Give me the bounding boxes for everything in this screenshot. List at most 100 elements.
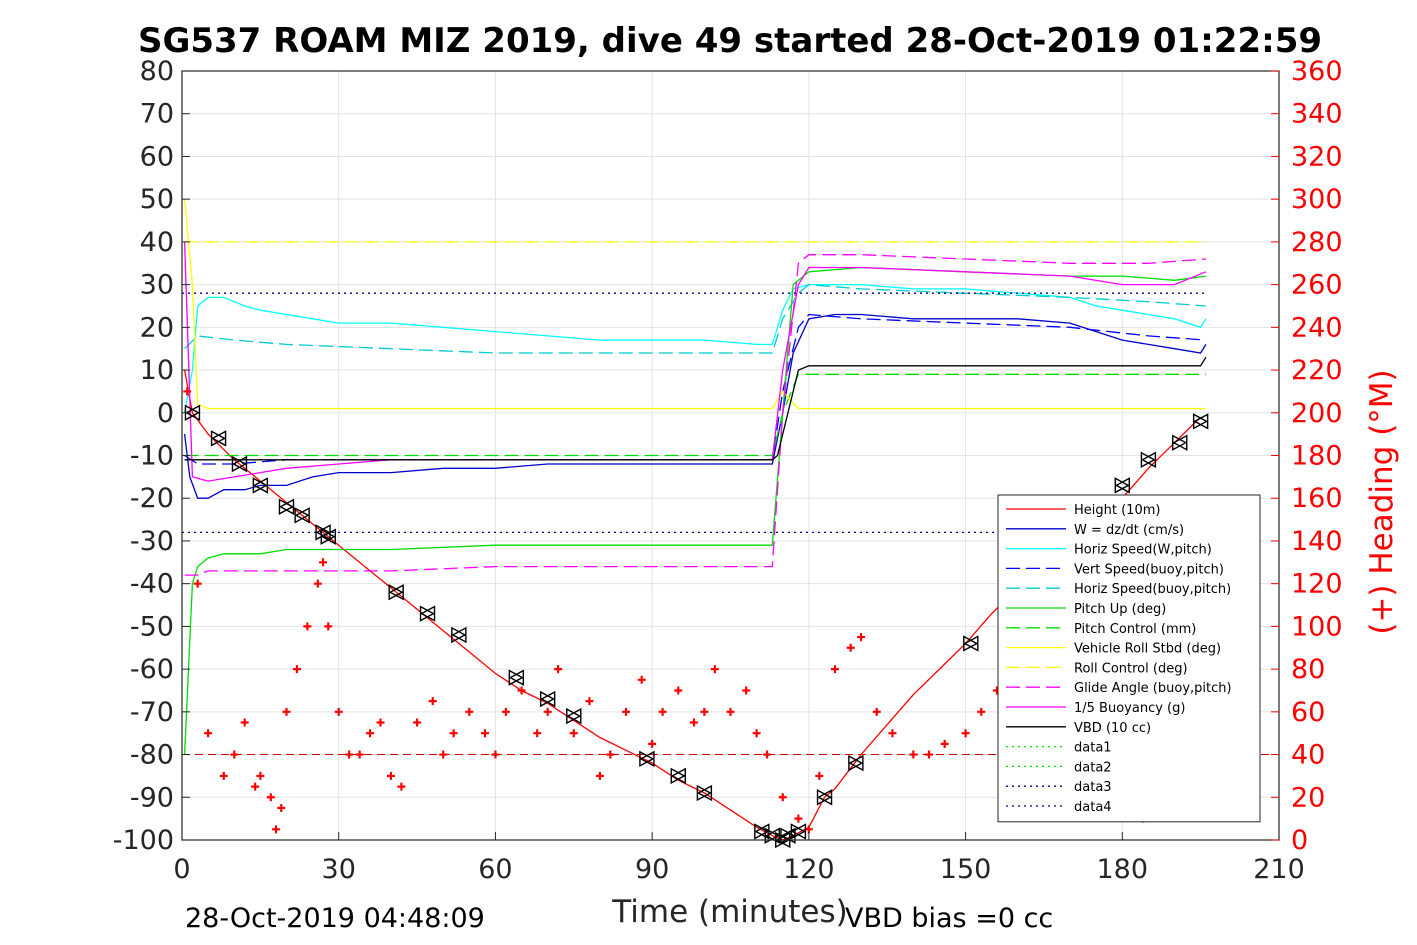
vbd-marker (848, 754, 864, 772)
heading-point (366, 729, 375, 738)
heading-point (251, 782, 260, 791)
y2-tick-label: 220 (1291, 355, 1343, 386)
y2-tick-label: 300 (1291, 184, 1343, 215)
legend-entry: Glide Angle (buoy,pitch) (1074, 681, 1232, 696)
heading-point (303, 622, 312, 631)
heading-point (313, 579, 322, 588)
y-tick-label: 80 (140, 56, 174, 87)
heading-point (480, 729, 489, 738)
legend-box (997, 494, 1261, 823)
vbd-marker (790, 823, 807, 840)
y-tick-label: -10 (130, 441, 174, 472)
legend-entry: W = dz/dt (cm/s) (1074, 523, 1184, 538)
heading-point (449, 729, 458, 738)
heading-point (345, 750, 354, 759)
series-line-1 (183, 313, 1207, 499)
y-tick-label: 10 (140, 355, 174, 386)
heading-point (689, 718, 698, 727)
y2-tick-label: 280 (1291, 227, 1343, 258)
heading-point (272, 825, 281, 834)
heading-point (763, 750, 772, 759)
vbd-marker (670, 767, 686, 785)
x-tick-label: 0 (173, 854, 190, 885)
heading-point (726, 707, 735, 716)
heading-point (778, 793, 787, 802)
legend-entry: Roll Control (deg) (1074, 661, 1188, 676)
x-tick-label: 30 (322, 854, 356, 885)
y-tick-label: 20 (140, 312, 174, 343)
vbd-marker (754, 823, 770, 840)
heading-point (742, 686, 751, 695)
y2-tick-label: 260 (1291, 270, 1343, 301)
series-line-4 (184, 283, 1206, 354)
heading-point (554, 665, 563, 674)
legend-entry: data4 (1074, 800, 1112, 815)
heading-point (517, 686, 526, 695)
vbd-marker (780, 827, 796, 844)
heading-point (658, 707, 667, 716)
heading-point (324, 622, 333, 631)
x-tick-label: 60 (478, 854, 512, 885)
vbd-marker (451, 626, 467, 644)
chart-title: SG537 ROAM MIZ 2019, dive 49 started 28-… (138, 21, 1322, 61)
heading-point (794, 814, 803, 823)
x-axis-ticks: 0 30 60 90 120 150 180 210 (173, 832, 1305, 885)
y2-tick-label: 160 (1291, 483, 1343, 514)
heading-point (319, 558, 328, 567)
heading-point (700, 707, 709, 716)
heading-point (857, 633, 866, 642)
y-axis-left-ticks: 80 70 60 50 40 30 20 10 0 -10 -20 -30 -40 -50 -60 -70 -8… (113, 56, 190, 856)
series-layer (182, 199, 1279, 841)
y-tick-label: -70 (130, 697, 174, 728)
vbd-marker (816, 789, 833, 806)
heading-point (277, 803, 286, 812)
series-line-7 (183, 199, 1206, 410)
heading-point (204, 729, 213, 738)
y-tick-label: 40 (140, 227, 174, 258)
y2-tick-label: 180 (1291, 441, 1343, 472)
y2-axis-label: (+) Heading (°M) (1364, 369, 1400, 634)
y2-tick-label: 40 (1291, 740, 1325, 771)
y-tick-label: -60 (130, 654, 174, 685)
vbd-marker (252, 477, 269, 494)
heading-point (872, 707, 881, 716)
y-tick-label: -80 (130, 740, 174, 771)
y-tick-label: 60 (140, 141, 174, 172)
vbd-marker (963, 635, 979, 652)
heading-point (752, 729, 761, 738)
y2-tick-label: 140 (1291, 526, 1343, 557)
vbd-marker (1114, 477, 1130, 494)
vbd-marker (566, 707, 582, 725)
y-tick-label: -40 (130, 569, 174, 600)
heading-point (465, 707, 474, 716)
x-tick-label: 210 (1253, 854, 1305, 885)
heading-point (230, 750, 239, 759)
heading-point (183, 387, 192, 396)
heading-point (888, 729, 897, 738)
heading-point (569, 729, 578, 738)
heading-point (386, 771, 395, 780)
y2-tick-label: 0 (1291, 825, 1308, 856)
heading-point (940, 739, 949, 748)
heading-point (909, 750, 918, 759)
y-tick-label: -20 (130, 483, 174, 514)
legend-entry: 1/5 Buoyancy (g) (1074, 701, 1185, 716)
heading-point (397, 782, 406, 791)
series-line-9 (184, 254, 1206, 576)
heading-point (606, 750, 615, 759)
vbd-markers (184, 404, 1209, 849)
heading-point (219, 771, 228, 780)
vbd-marker (278, 498, 295, 515)
heading-point (585, 697, 594, 706)
heading-point (925, 750, 934, 759)
vbd-marker (539, 690, 556, 708)
footer-timestamp: 28-Oct-2019 04:48:09 (185, 903, 485, 934)
heading-point (439, 750, 448, 759)
legend-entry: Vert Speed(buoy,pitch) (1074, 562, 1224, 577)
heading-point (977, 707, 986, 716)
x-tick-label: 120 (783, 854, 835, 885)
x-tick-label: 90 (635, 854, 669, 885)
x-tick-label: 180 (1097, 854, 1149, 885)
vbd-marker (388, 584, 404, 601)
heading-point (256, 771, 265, 780)
